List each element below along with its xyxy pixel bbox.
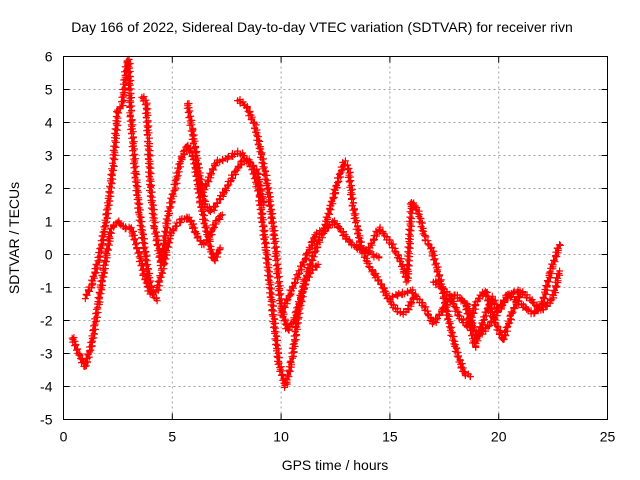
- y-tick-label: 4: [45, 115, 53, 131]
- x-tick-label: 0: [60, 429, 68, 445]
- series-sat-a: [68, 211, 226, 370]
- series-sat-j: [462, 241, 564, 351]
- y-tick-label: -4: [40, 379, 53, 395]
- y-tick-label: -5: [40, 412, 53, 428]
- y-tick-label: 1: [45, 214, 53, 230]
- plot-frame: [63, 56, 608, 420]
- series-sat-k: [429, 277, 524, 344]
- plus-markers: [462, 241, 564, 351]
- series-sat-b: [81, 55, 161, 305]
- x-tick-label: 20: [491, 429, 507, 445]
- plus-markers: [138, 93, 224, 269]
- plus-markers: [234, 96, 383, 334]
- x-axis-label: GPS time / hours: [282, 457, 389, 473]
- y-tick-label: -3: [40, 346, 53, 362]
- axis-ticks: 0 5 10 15 20 25 -5 -4 -3 -2 -1 0 1 2 3 4 5 6: [40, 49, 615, 445]
- y-tick-label: 2: [45, 181, 53, 197]
- chart-title: Day 166 of 2022, Sidereal Day-to-day VTE…: [71, 19, 573, 35]
- x-tick-label: 5: [168, 429, 176, 445]
- y-tick-label: 3: [45, 148, 53, 164]
- y-tick-label: 5: [45, 82, 53, 98]
- y-tick-label: 0: [45, 247, 53, 263]
- plus-markers: [68, 211, 226, 370]
- series-sat-f: [234, 96, 383, 334]
- x-tick-label: 25: [600, 429, 616, 445]
- y-tick-label: -2: [40, 313, 53, 329]
- y-tick-label: -1: [40, 280, 53, 296]
- x-tick-label: 10: [273, 429, 289, 445]
- data-points: [68, 55, 564, 391]
- x-tick-label: 15: [382, 429, 398, 445]
- plus-markers: [429, 277, 524, 344]
- y-tick-label: 6: [45, 49, 53, 65]
- y-axis-label: SDTVAR / TECUs: [6, 182, 22, 294]
- series-sat-c: [138, 93, 224, 269]
- plus-markers: [81, 55, 161, 305]
